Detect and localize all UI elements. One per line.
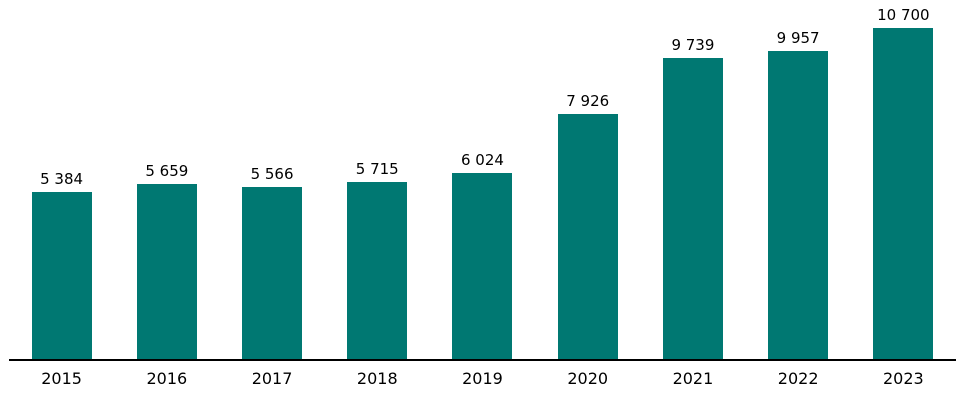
bar-slot: 10 700	[851, 0, 956, 359]
bar	[662, 58, 723, 359]
bar-slot: 5 659	[114, 0, 219, 359]
bar-value-label: 5 715	[355, 159, 399, 178]
bar-value-label: 7 926	[566, 91, 610, 110]
x-axis-tick-label: 2021	[672, 369, 714, 388]
bar-slot: 9 739	[640, 0, 745, 359]
plot-area: 5 384 5 659 5 566 5 715 6 024 7 926 9 739 9 957…	[9, 0, 956, 361]
bar	[873, 28, 934, 359]
x-axis-tick-label: 2020	[567, 369, 609, 388]
bar-value-label: 5 384	[40, 169, 84, 188]
bar-value-label: 5 566	[250, 164, 294, 183]
bar-value-label: 5 659	[145, 161, 189, 180]
bar	[557, 114, 618, 359]
x-axis-tick-label: 2018	[356, 369, 398, 388]
bar	[347, 182, 408, 359]
x-axis-tick-label: 2019	[462, 369, 503, 388]
x-axis-tick-label: 2015	[41, 369, 82, 388]
bar-value-label: 6 024	[461, 150, 504, 169]
bar	[768, 51, 829, 359]
bar-slot: 5 384	[9, 0, 114, 359]
bar-slot: 6 024	[430, 0, 535, 359]
bar	[242, 187, 303, 359]
bar	[31, 192, 92, 359]
bar	[136, 184, 197, 359]
bar-slot: 5 566	[219, 0, 324, 359]
x-axis-tick-label: 2023	[883, 369, 924, 388]
bar-slot: 5 715	[325, 0, 430, 359]
x-axis-tick-label: 2017	[251, 369, 293, 388]
x-axis-tick-label: 2016	[146, 369, 188, 388]
bar-value-label: 9 739	[671, 35, 715, 54]
bar-slot: 9 957	[746, 0, 851, 359]
bar-value-label: 9 957	[776, 28, 820, 47]
bar-slot: 7 926	[535, 0, 640, 359]
x-axis: 2015 2016 2017 2018 2019 2020 2021 2022 2023	[9, 361, 956, 400]
bar	[452, 173, 513, 359]
x-axis-tick-label: 2022	[777, 369, 819, 388]
bar-value-label: 10 700	[877, 5, 930, 24]
